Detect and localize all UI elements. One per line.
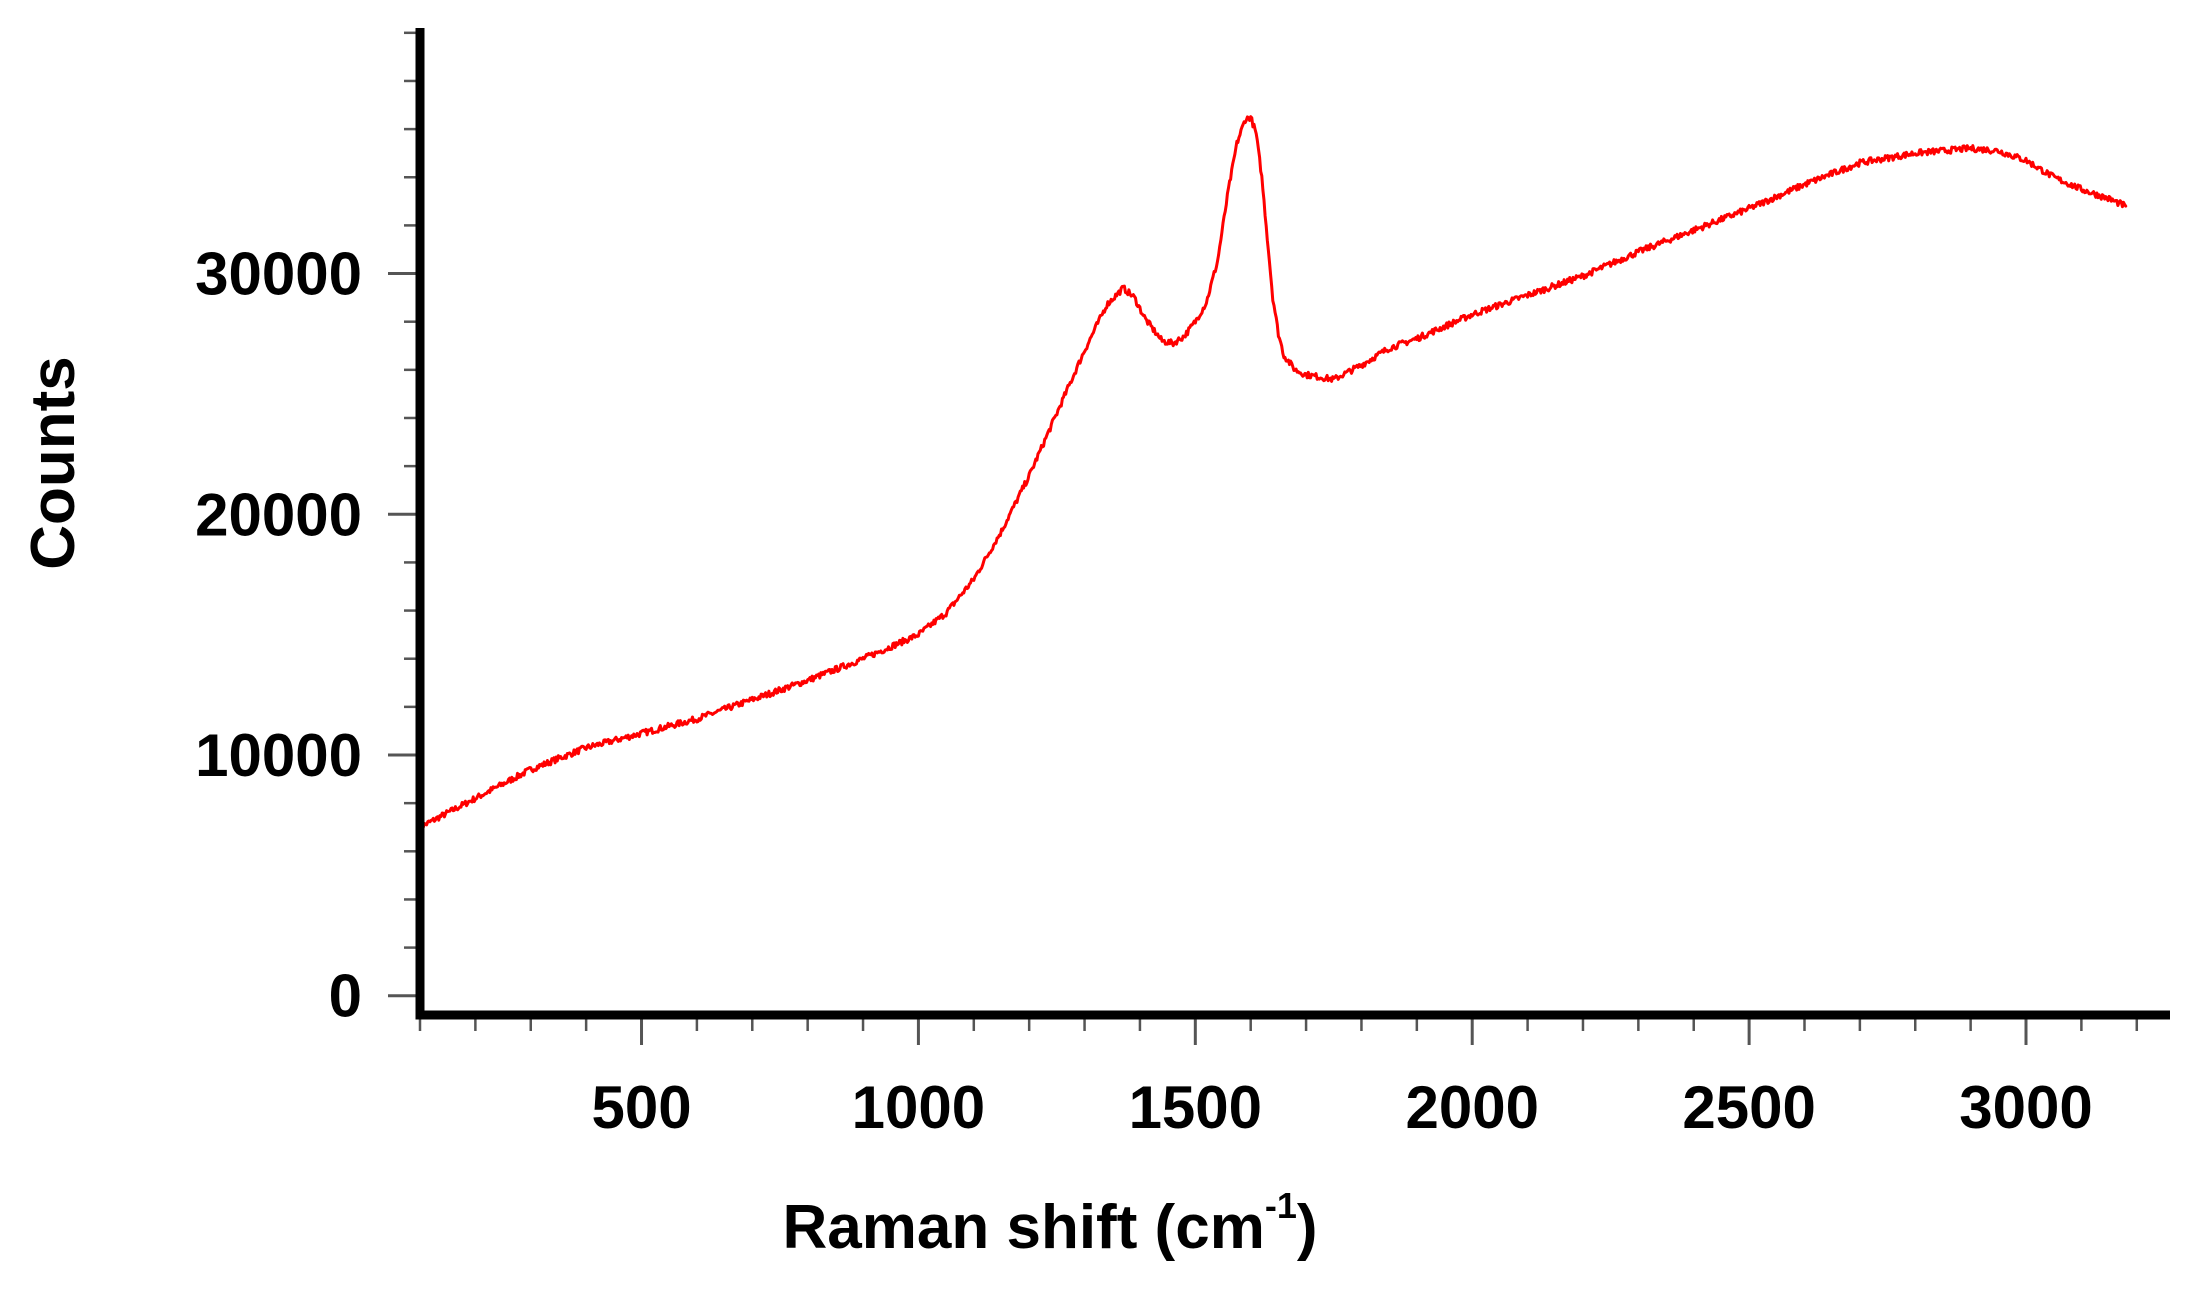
x-axis-label-main: Raman shift (cm <box>783 1193 1265 1262</box>
y-tick-label: 30000 <box>195 241 362 308</box>
x-axis-label-superscript: -1 <box>1265 1185 1297 1226</box>
x-axis-label-close: ) <box>1297 1193 1318 1262</box>
x-tick-label: 2000 <box>1405 1074 1538 1141</box>
series-line <box>418 115 2128 832</box>
y-tick-label: 20000 <box>195 481 362 548</box>
y-tick-labels: 0 10000 20000 30000 <box>195 241 362 1030</box>
x-tick-label: 1500 <box>1129 1074 1262 1141</box>
x-axis-label: Raman shift (cm-1) <box>783 1185 1318 1262</box>
x-tick-label: 500 <box>591 1074 691 1141</box>
x-tick-labels: 500 1000 1500 2000 2500 3000 <box>591 1074 2092 1141</box>
x-tick-label: 1000 <box>852 1074 985 1141</box>
y-axis-label: Counts <box>19 356 88 570</box>
y-tick-label: 0 <box>329 963 362 1030</box>
y-tick-label: 10000 <box>195 722 362 789</box>
x-tick-label: 3000 <box>1959 1074 2092 1141</box>
minor-ticks <box>404 31 2139 1031</box>
major-ticks <box>388 272 2028 1045</box>
x-tick-label: 2500 <box>1682 1074 1815 1141</box>
